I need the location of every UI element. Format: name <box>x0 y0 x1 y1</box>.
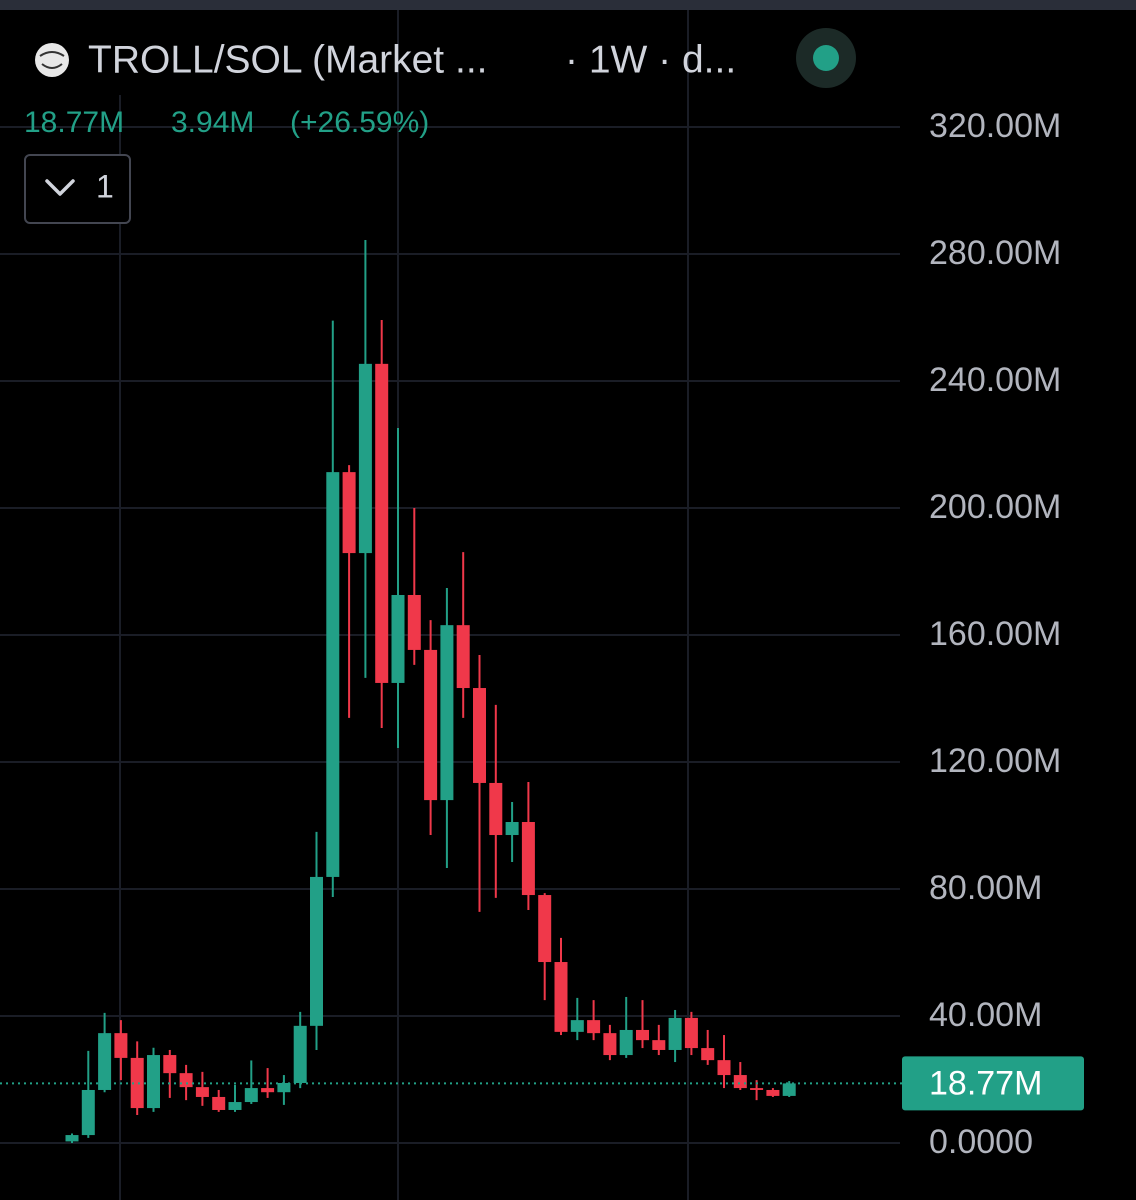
y-tick-label: 280.00M <box>929 234 1061 272</box>
candles <box>65 240 796 1143</box>
candle-body <box>293 1025 307 1083</box>
candle-body <box>603 1033 617 1056</box>
candle-body <box>489 782 503 836</box>
candle-body <box>81 1089 95 1136</box>
candle-body <box>440 625 454 801</box>
chart-title: TROLL/SOL (Market ... <box>88 38 487 81</box>
candle-body <box>668 1017 682 1050</box>
y-tick-label: 80.00M <box>929 869 1042 907</box>
candle-body <box>179 1073 193 1088</box>
y-tick-label: 160.00M <box>929 615 1061 653</box>
y-tick-label: 200.00M <box>929 488 1061 526</box>
last-price-label: 18.77M <box>929 1064 1042 1102</box>
candle-body <box>782 1083 796 1096</box>
change: 3.94M <box>171 106 254 139</box>
candle-body <box>244 1088 258 1103</box>
y-tick-label: 0.0000 <box>929 1123 1033 1161</box>
change-pct: (+26.59%) <box>290 106 429 139</box>
overlay: 18.77M <box>0 1056 1084 1111</box>
candle-body <box>701 1048 715 1061</box>
candle-body <box>619 1029 633 1056</box>
candle-body <box>717 1060 731 1076</box>
last-value: 18.77M <box>24 106 124 139</box>
last-price-tag <box>902 1056 1084 1111</box>
candle-body <box>684 1017 698 1049</box>
candle-body <box>228 1102 242 1110</box>
interval: · 1W · d... <box>565 38 736 81</box>
indicator-count: 1 <box>96 168 114 204</box>
candle-body <box>212 1096 226 1110</box>
candle-body <box>538 895 552 963</box>
candle-body <box>407 594 421 650</box>
candle-body <box>750 1088 764 1090</box>
header: TROLL/SOL (Market ... · 1W · d... 18.77M… <box>24 28 856 224</box>
y-tick-label: 40.00M <box>929 996 1042 1034</box>
grid: 0.0000 40.00M 80.00M 120.00M 160.00M 200.00M 2… <box>0 107 1061 1161</box>
candle-body <box>391 594 405 683</box>
candle-body <box>570 1020 584 1032</box>
candle-body <box>195 1087 209 1097</box>
candle-body <box>636 1029 649 1041</box>
y-tick-label: 320.00M <box>929 107 1061 145</box>
candle-body <box>277 1082 291 1093</box>
candle-body <box>652 1040 666 1050</box>
candle-body <box>163 1055 177 1074</box>
y-tick-label: 240.00M <box>929 361 1061 399</box>
candle-body <box>310 876 323 1026</box>
candle-body <box>326 472 340 877</box>
chevron-icon <box>45 179 75 196</box>
candle-body <box>521 822 535 896</box>
candle-body <box>358 363 372 554</box>
candle-body <box>65 1135 79 1142</box>
candle-body <box>114 1033 128 1058</box>
candle-body <box>473 688 486 783</box>
candle-body <box>261 1088 275 1093</box>
candle-body <box>733 1075 747 1089</box>
candle-body <box>147 1055 160 1109</box>
candle-body <box>766 1089 780 1096</box>
candle-body <box>342 472 356 554</box>
candle-body <box>98 1033 112 1090</box>
candle-body <box>587 1020 601 1034</box>
candle-body <box>424 649 438 801</box>
candle-body <box>505 822 519 836</box>
candle-body <box>130 1057 144 1109</box>
top-strip <box>0 0 1136 10</box>
candle-body <box>554 962 568 1032</box>
candle-body <box>456 625 470 689</box>
status-dot <box>813 45 839 71</box>
indicator-toggle[interactable] <box>24 154 131 224</box>
symbol-icon-face <box>39 51 65 69</box>
candle-body <box>375 363 389 683</box>
symbol-icon <box>35 43 69 77</box>
y-tick-label: 120.00M <box>929 742 1061 780</box>
